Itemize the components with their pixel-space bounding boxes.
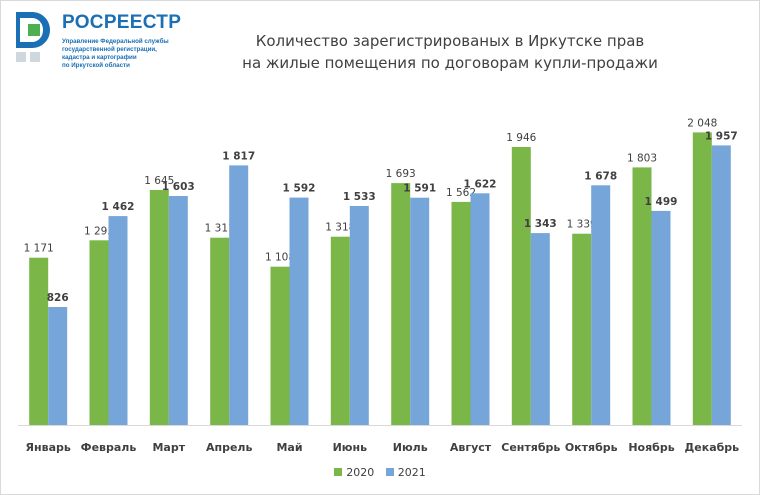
data-label-2021: 1 678	[584, 170, 617, 182]
legend-swatch	[334, 468, 343, 476]
bar-2020	[330, 236, 350, 425]
bar-2020	[451, 201, 471, 425]
x-tick-label: Июнь	[333, 441, 368, 454]
x-tick-label: Февраль	[81, 441, 137, 454]
chart-title-line: на жилые помещения по договорам купли-пр…	[242, 54, 658, 72]
legend-item-2021: 2021	[385, 466, 426, 479]
data-label-2021: 826	[47, 292, 69, 304]
logo-subtitle-line: по Иркутской области	[62, 62, 130, 69]
bar-2020	[692, 132, 712, 425]
data-label-2021: 1 957	[705, 130, 738, 142]
rosreestr-emblem-icon	[16, 12, 50, 62]
data-label-2021: 1 592	[283, 183, 316, 195]
bar-2021	[168, 196, 188, 425]
bar-2021	[349, 206, 369, 425]
x-tick-label: Май	[276, 441, 302, 454]
data-label-2020: 1 339	[567, 219, 597, 231]
chart-legend: 2020 2021	[0, 466, 760, 479]
data-label-2020: 1 693	[386, 168, 416, 180]
data-label-2021: 1 622	[464, 178, 497, 190]
data-label-2021: 1 499	[645, 196, 678, 208]
data-label-2020: 1 311	[205, 223, 235, 235]
data-label-2020: 1 318	[325, 222, 355, 234]
data-label-2020: 1 108	[265, 252, 295, 264]
chart-title-line: Количество зарегистрированых в Иркутске …	[255, 32, 645, 50]
x-tick-label: Март	[152, 441, 185, 454]
bar-2021	[591, 185, 611, 425]
logo-subtitle-line: государственной регистрации,	[62, 46, 157, 53]
bar-2020	[572, 233, 592, 425]
bar-2020	[391, 183, 411, 425]
bar-2020	[149, 190, 169, 425]
data-label-2020: 1 803	[627, 152, 657, 164]
bar-2020	[511, 147, 531, 425]
bar-2021	[711, 145, 731, 425]
bar-2021	[530, 233, 550, 425]
data-label-2020: 2 048	[687, 117, 717, 129]
x-tick-label: Январь	[26, 441, 71, 454]
data-label-2021: 1 591	[403, 183, 436, 195]
legend-item-2020: 2020	[334, 466, 374, 479]
data-label-2020: 1 293	[84, 225, 114, 237]
bar-2020	[29, 257, 49, 425]
data-label-2021: 1 462	[102, 201, 135, 213]
x-tick-label: Декабрь	[684, 441, 739, 454]
bar-2021	[229, 165, 249, 425]
x-tick-label: Сентябрь	[501, 441, 560, 454]
x-tick-label: Август	[450, 441, 492, 454]
bar-2021	[108, 216, 128, 425]
logo-subtitle-line: Управление Федеральной службы	[62, 38, 169, 45]
bar-2021	[289, 197, 309, 425]
bar-2021	[651, 210, 671, 425]
data-label-2020: 1 645	[144, 175, 174, 187]
logo-subtitle: Управление Федеральной службы государств…	[62, 38, 212, 70]
legend-label: 2020	[346, 466, 375, 479]
logo-subtitle-line: кадастра и картографии	[62, 54, 137, 61]
bar-2021	[410, 197, 430, 425]
x-tick-label: Июль	[393, 441, 428, 454]
x-tick-label: Апрель	[206, 441, 253, 454]
bar-2020	[632, 167, 652, 425]
bar-2020	[270, 266, 290, 425]
data-label-2021: 1 603	[162, 181, 195, 193]
x-tick-label: Октябрь	[565, 441, 618, 454]
data-label-2020: 1 171	[24, 243, 54, 255]
bar-2020	[89, 240, 109, 425]
data-label-2021: 1 343	[524, 218, 557, 230]
bar-2021	[470, 193, 490, 425]
chart-title: Количество зарегистрированых в Иркутске …	[230, 30, 670, 74]
bar-2021	[48, 307, 68, 425]
bar-2020	[210, 237, 230, 425]
data-label-2020: 1 946	[506, 132, 536, 144]
x-tick-label: Ноябрь	[628, 441, 674, 454]
data-label-2021: 1 817	[222, 150, 255, 162]
legend-label: 2021	[397, 466, 426, 479]
data-label-2020: 1 562	[446, 187, 476, 199]
legend-swatch	[385, 468, 394, 476]
logo-name: РОСРЕЕСТР	[62, 12, 182, 33]
rosreestr-logo: РОСРЕЕСТР Управление Федеральной службы …	[10, 8, 210, 72]
data-label-2021: 1 533	[343, 191, 376, 203]
